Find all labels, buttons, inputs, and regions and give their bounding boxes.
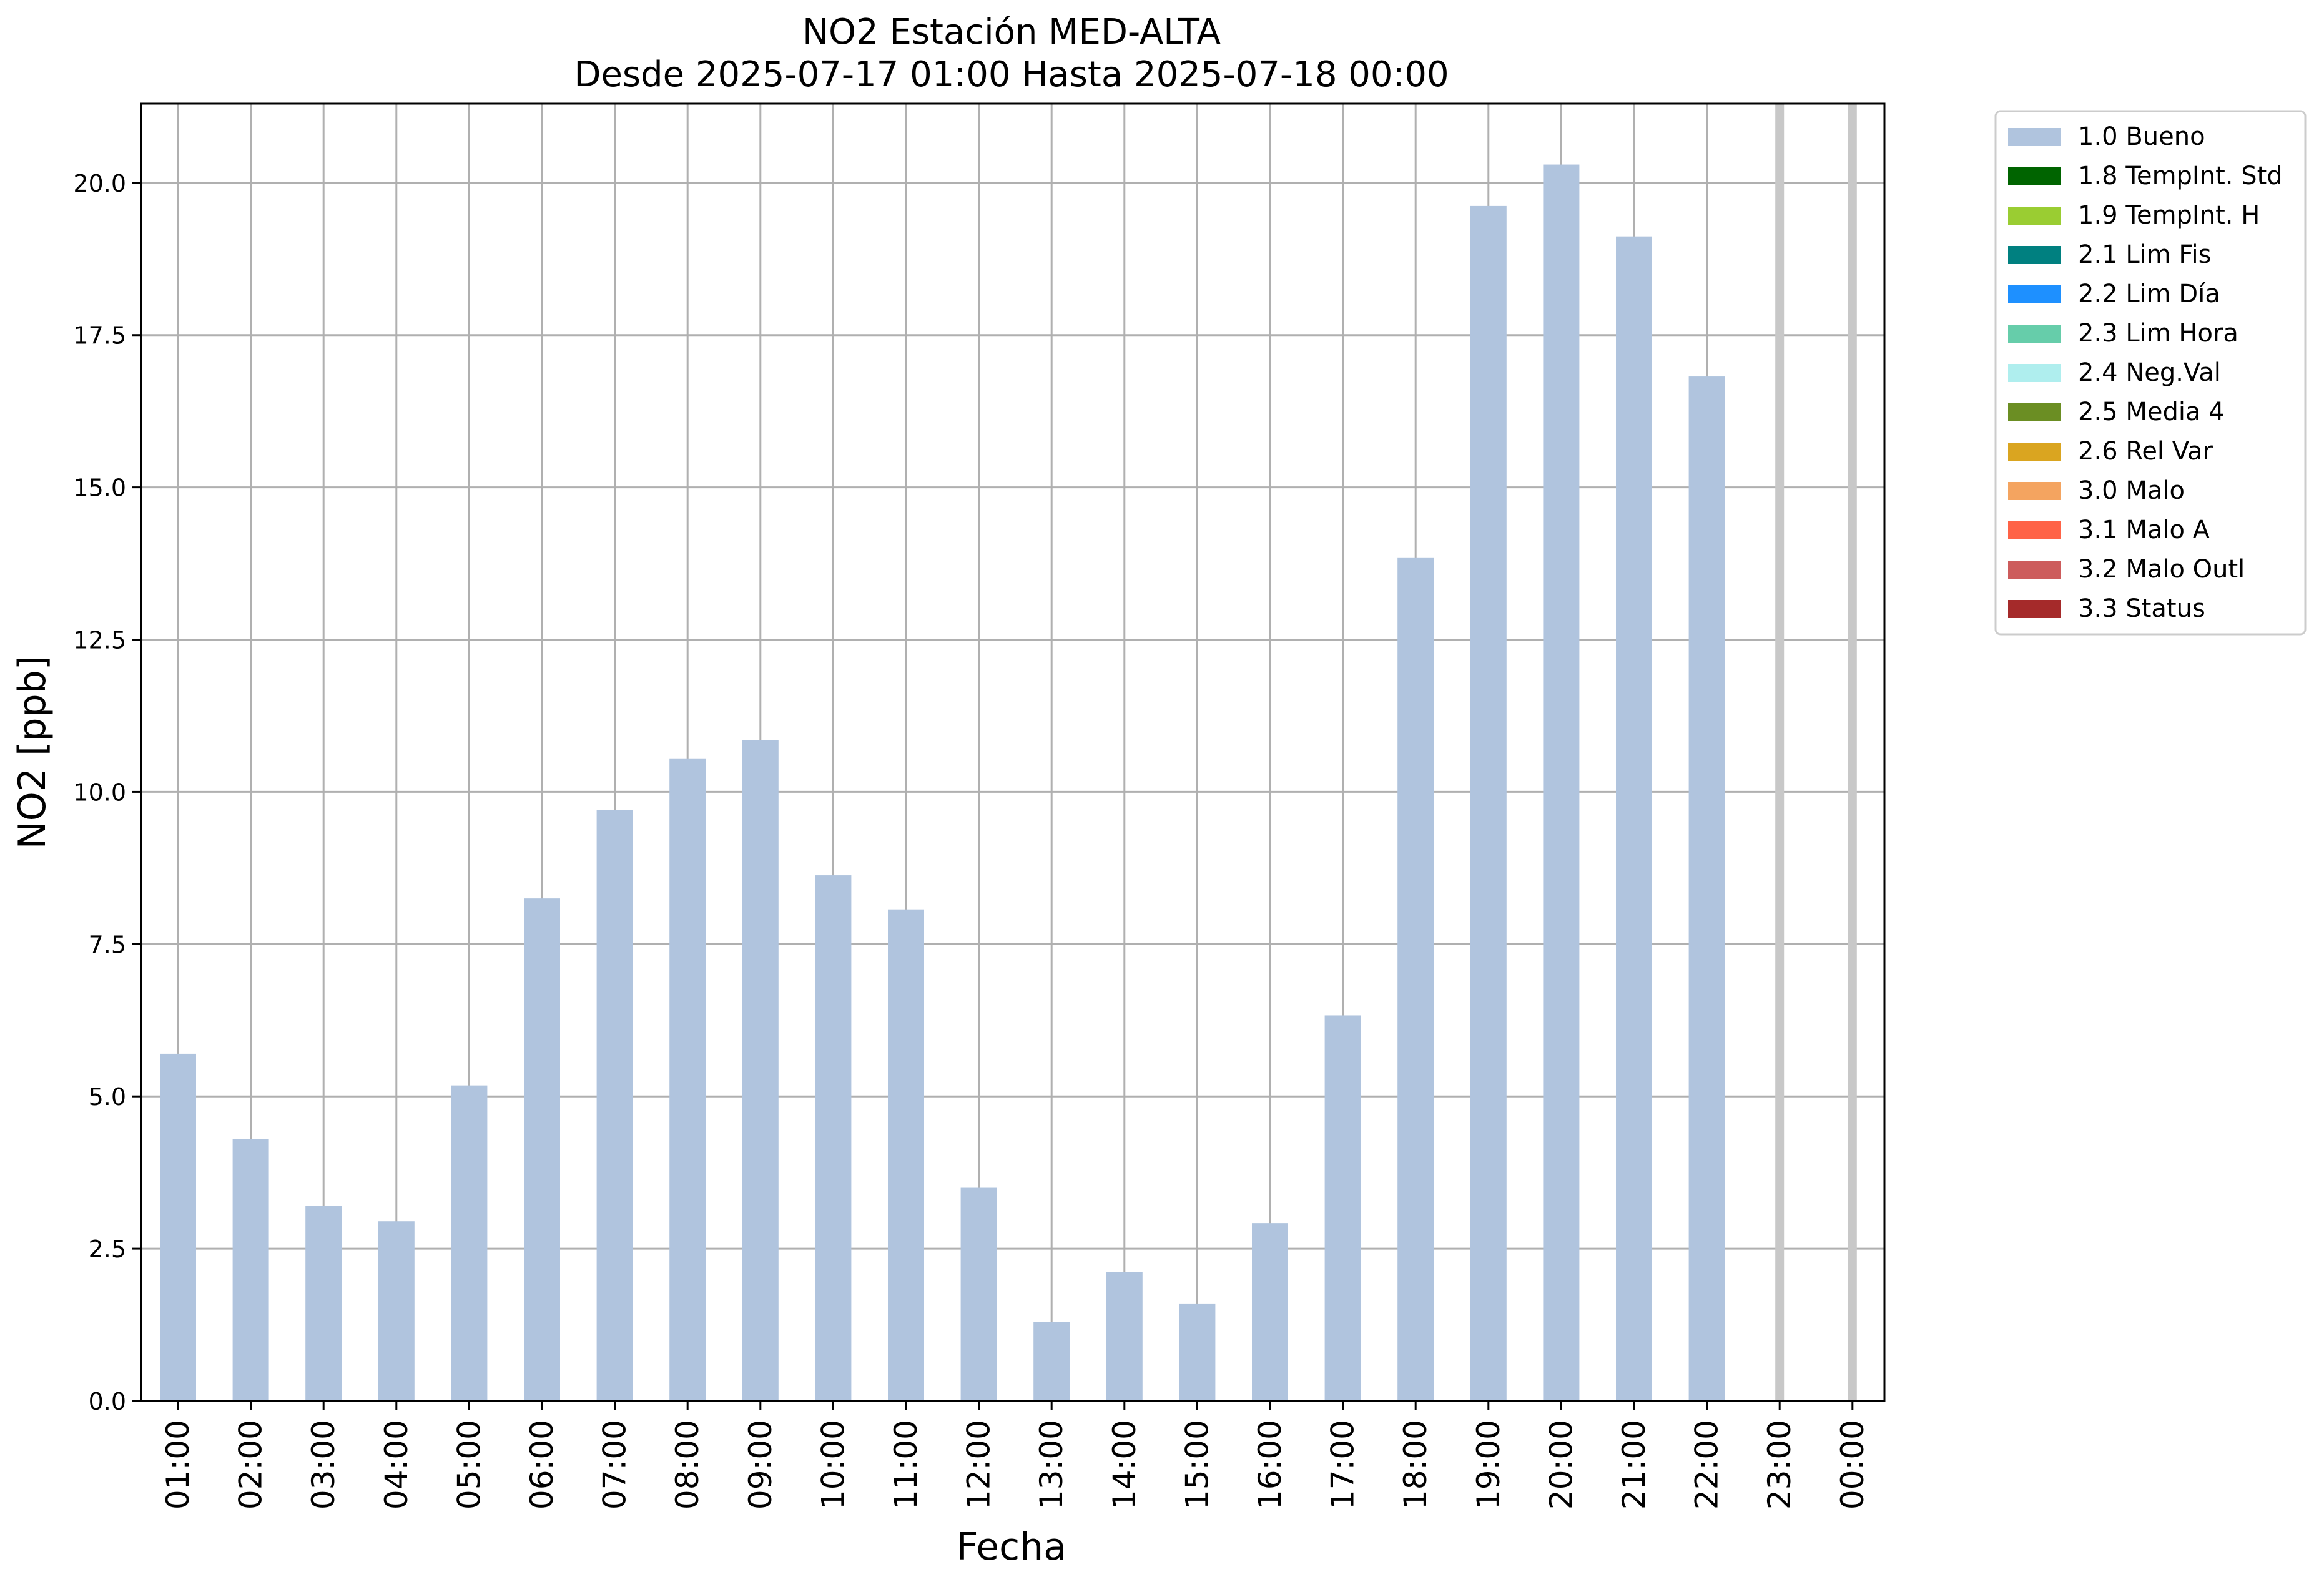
x-tick-label: 16:00	[1252, 1420, 1288, 1510]
bar	[1324, 1015, 1361, 1401]
y-tick-label: 2.5	[89, 1236, 126, 1263]
bar	[524, 898, 560, 1401]
bar	[160, 1053, 196, 1401]
legend-label: 2.5 Media 4	[2078, 398, 2225, 426]
y-tick-label: 5.0	[89, 1083, 126, 1111]
x-tick-label: 20:00	[1543, 1420, 1579, 1510]
bar	[1033, 1322, 1070, 1401]
y-tick-label: 12.5	[73, 627, 126, 654]
bar	[232, 1139, 269, 1401]
legend-swatch	[2008, 443, 2061, 461]
legend-label: 2.3 Lim Hora	[2078, 319, 2238, 348]
legend-swatch	[2008, 403, 2061, 421]
legend-swatch	[2008, 521, 2061, 539]
y-tick-label: 10.0	[73, 779, 126, 806]
legend-label: 2.4 Neg.Val	[2078, 358, 2221, 387]
x-axis-label: Fecha	[957, 1525, 1066, 1569]
x-tick-label: 10:00	[815, 1420, 851, 1510]
bar	[1106, 1272, 1143, 1401]
x-tick-label: 08:00	[669, 1420, 706, 1510]
legend-swatch	[2008, 325, 2061, 343]
legend-label: 3.0 Malo	[2078, 476, 2185, 505]
bar	[451, 1085, 488, 1401]
x-tick-label: 23:00	[1761, 1420, 1798, 1510]
legend-frame	[1994, 110, 2307, 636]
legend-swatch	[2008, 246, 2061, 264]
x-tick-label: 03:00	[305, 1420, 342, 1510]
bar	[888, 909, 924, 1401]
chart-title: NO2 Estación MED-ALTA	[802, 12, 1221, 52]
x-tick-label: 14:00	[1106, 1420, 1143, 1510]
x-tick-label: 09:00	[742, 1420, 779, 1510]
legend-swatch	[2008, 128, 2061, 146]
legend-swatch	[2008, 600, 2061, 618]
x-tick-label: 06:00	[524, 1420, 560, 1510]
bar	[1397, 557, 1434, 1401]
y-tick-label: 20.0	[73, 170, 126, 197]
legend-label: 1.8 TempInt. Std	[2078, 162, 2283, 190]
missing-data-marker	[1848, 104, 1857, 1401]
bar	[960, 1187, 997, 1401]
bar	[1543, 164, 1580, 1401]
y-axis-label: NO2 [ppb]	[11, 656, 54, 849]
bar	[669, 758, 706, 1401]
y-axis-ticks: 0.0 2.5 5.0 7.5 10.0 12.5 15.0 17.5 20.0	[73, 170, 141, 1415]
legend-label: 1.9 TempInt. H	[2078, 201, 2260, 230]
x-tick-label: 01:00	[160, 1420, 196, 1510]
legend: 1.0 Bueno 1.8 TempInt. Std 1.9 TempInt. H 2…	[1994, 110, 2307, 636]
chart-subtitle: Desde 2025-07-17 01:00 Hasta 2025-07-18 …	[574, 54, 1449, 95]
y-tick-label: 17.5	[73, 322, 126, 350]
missing-data-markers	[1775, 104, 1857, 1401]
legend-swatch	[2008, 207, 2061, 225]
x-tick-label: 05:00	[451, 1420, 487, 1510]
legend-swatch	[2008, 482, 2061, 500]
bar	[742, 740, 779, 1401]
x-tick-label: 22:00	[1689, 1420, 1725, 1510]
missing-data-marker	[1775, 104, 1785, 1401]
legend-label: 3.1 Malo A	[2078, 516, 2210, 544]
x-tick-label: 19:00	[1470, 1420, 1507, 1510]
legend-swatch	[2008, 167, 2061, 185]
x-tick-label: 21:00	[1616, 1420, 1652, 1510]
x-tick-label: 12:00	[961, 1420, 997, 1510]
y-tick-label: 0.0	[89, 1388, 126, 1415]
y-tick-label: 7.5	[89, 931, 126, 958]
x-tick-label: 00:00	[1834, 1420, 1871, 1510]
legend-label: 1.0 Bueno	[2078, 122, 2205, 151]
x-axis-ticks: 01:00 02:00 03:00 04:00 05:00 06:00 07:00 08:00…	[160, 1401, 1871, 1510]
legend-label: 3.2 Malo Outl	[2078, 555, 2245, 584]
bar	[1688, 376, 1725, 1401]
x-tick-label: 11:00	[888, 1420, 924, 1510]
x-tick-label: 07:00	[597, 1420, 633, 1510]
bar	[1179, 1303, 1216, 1401]
legend-swatch	[2008, 364, 2061, 382]
y-tick-label: 15.0	[73, 474, 126, 502]
bars	[160, 164, 1725, 1402]
x-tick-label: 18:00	[1397, 1420, 1434, 1510]
legend-label: 2.2 Lim Día	[2078, 280, 2220, 308]
legend-label: 2.6 Rel Var	[2078, 437, 2213, 466]
legend-label: 3.3 Status	[2078, 594, 2205, 623]
bar	[815, 875, 852, 1401]
x-tick-label: 04:00	[378, 1420, 415, 1510]
bar	[305, 1206, 342, 1401]
legend-label: 2.1 Lim Fis	[2078, 240, 2211, 269]
x-tick-label: 13:00	[1033, 1420, 1070, 1510]
x-tick-label: 15:00	[1179, 1420, 1215, 1510]
plot-frame	[140, 102, 1886, 1402]
x-tick-label: 17:00	[1325, 1420, 1361, 1510]
legend-swatch	[2008, 561, 2061, 579]
bar	[1470, 205, 1507, 1402]
bar	[1252, 1223, 1288, 1401]
bar	[1616, 236, 1652, 1401]
legend-swatch	[2008, 285, 2061, 303]
x-tick-label: 02:00	[233, 1420, 269, 1510]
bar	[596, 810, 633, 1401]
bar	[378, 1221, 415, 1401]
